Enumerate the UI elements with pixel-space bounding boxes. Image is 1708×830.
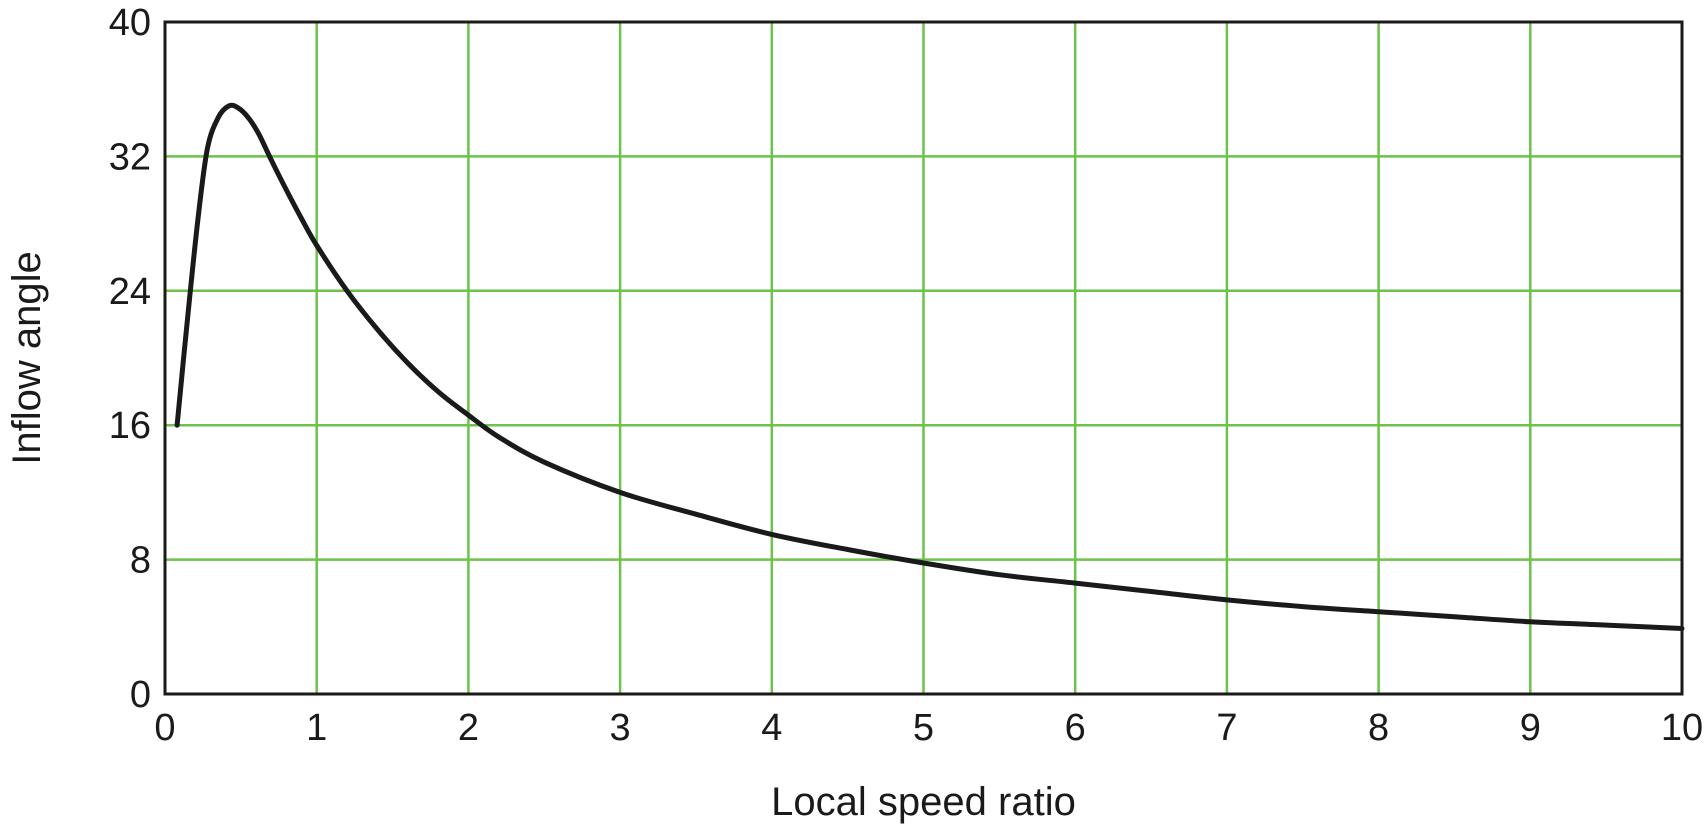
x-tick-label-10: 10 [1661, 707, 1703, 749]
x-tick-label-0: 0 [154, 707, 175, 749]
x-tick-label-1: 1 [306, 707, 327, 749]
x-tick-label-4: 4 [761, 707, 782, 749]
plot-frame [163, 20, 1684, 696]
y-tick-label-3: 24 [109, 271, 151, 313]
y-tick-label-5: 40 [109, 2, 151, 44]
x-axis-label: Local speed ratio [771, 780, 1076, 824]
y-tick-label-2: 16 [109, 405, 151, 447]
x-tick-labels: 0 1 2 3 4 5 6 7 8 9 10 [154, 707, 1703, 749]
x-tick-label-5: 5 [913, 707, 934, 749]
inflow-angle-curve [174, 102, 1685, 631]
y-tick-labels: 0 8 16 24 32 40 [109, 2, 151, 716]
x-tick-label-7: 7 [1216, 707, 1237, 749]
x-tick-label-3: 3 [610, 707, 631, 749]
grid-lines [165, 22, 1682, 694]
x-tick-label-6: 6 [1065, 707, 1086, 749]
y-tick-label-4: 32 [109, 136, 151, 178]
y-axis-label: Inflow angle [5, 251, 49, 464]
x-tick-label-9: 9 [1520, 707, 1541, 749]
x-tick-label-2: 2 [458, 707, 479, 749]
y-tick-label-0: 0 [130, 674, 151, 716]
x-tick-label-8: 8 [1368, 707, 1389, 749]
y-tick-label-1: 8 [130, 540, 151, 582]
